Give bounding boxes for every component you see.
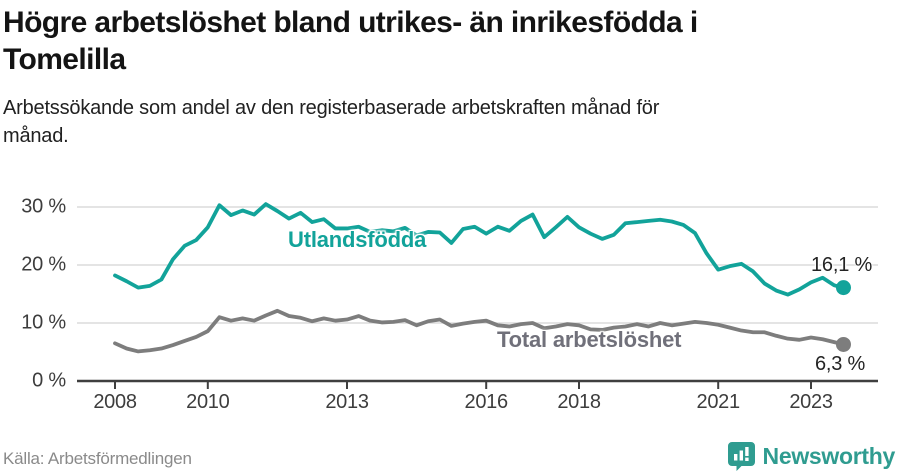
end-value-label-total: 6,3 %: [815, 353, 866, 375]
x-axis-label: 2021: [696, 391, 741, 413]
y-axis-label: 0 %: [32, 369, 66, 392]
title-line-2: Tomelilla: [3, 43, 126, 76]
y-axis-label: 10 %: [21, 311, 66, 334]
chart-subtitle: Arbetssökande som andel av den registerb…: [3, 94, 863, 150]
end-value-label-utlandsfodda: 16,1 %: [811, 254, 873, 276]
x-axis-label: 2023: [789, 391, 833, 413]
page-title: Högre arbetslöshet bland utrikes- än inr…: [3, 4, 893, 78]
brand-name: Newsworthy: [762, 442, 896, 469]
x-axis-label: 2010: [186, 391, 230, 413]
x-axis-label: 2008: [93, 391, 137, 413]
series-label-total-arbetsloshet: Total arbetslöshet: [497, 327, 682, 352]
y-axis-label: 20 %: [21, 253, 66, 276]
y-axis-label: 30 %: [21, 195, 66, 218]
x-axis-label: 2013: [325, 391, 369, 413]
brand-logo: Newsworthy: [727, 441, 895, 471]
x-axis-label: 2016: [464, 391, 509, 413]
series-end-dot-1: [835, 336, 851, 352]
series-line-0: [113, 202, 846, 297]
title-line-1: Högre arbetslöshet bland utrikes- än inr…: [3, 6, 698, 39]
newsworthy-icon: [727, 442, 755, 471]
series-end-dot-0: [835, 280, 851, 296]
subtitle-line-1: Arbetssökande som andel av den registerb…: [3, 97, 660, 119]
series-label-utlandsfodda: Utlandsfödda: [288, 227, 427, 252]
series-line-1: [113, 308, 846, 354]
x-axis-label: 2018: [557, 391, 601, 413]
subtitle-line-2: månad.: [3, 125, 69, 147]
source-note: Källa: Arbetsförmedlingen: [3, 449, 192, 468]
